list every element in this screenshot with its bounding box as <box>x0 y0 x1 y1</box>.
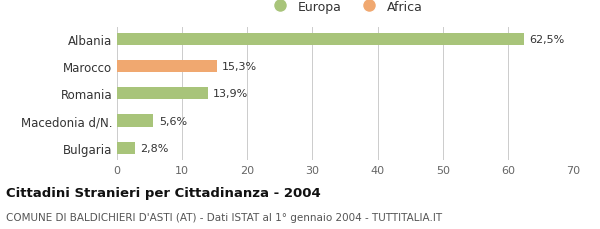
Text: 5,6%: 5,6% <box>158 116 187 126</box>
Text: COMUNE DI BALDICHIERI D'ASTI (AT) - Dati ISTAT al 1° gennaio 2004 - TUTTITALIA.I: COMUNE DI BALDICHIERI D'ASTI (AT) - Dati… <box>6 212 442 222</box>
Bar <box>117 61 217 73</box>
Text: Cittadini Stranieri per Cittadinanza - 2004: Cittadini Stranieri per Cittadinanza - 2… <box>6 187 321 200</box>
Bar <box>117 88 208 100</box>
Bar <box>117 142 135 154</box>
Bar <box>117 115 154 127</box>
Text: 62,5%: 62,5% <box>529 35 565 45</box>
Legend: Europa, Africa: Europa, Africa <box>263 0 427 19</box>
Bar <box>117 33 524 46</box>
Text: 13,9%: 13,9% <box>213 89 248 99</box>
Text: 2,8%: 2,8% <box>140 143 169 153</box>
Text: 15,3%: 15,3% <box>222 62 257 72</box>
